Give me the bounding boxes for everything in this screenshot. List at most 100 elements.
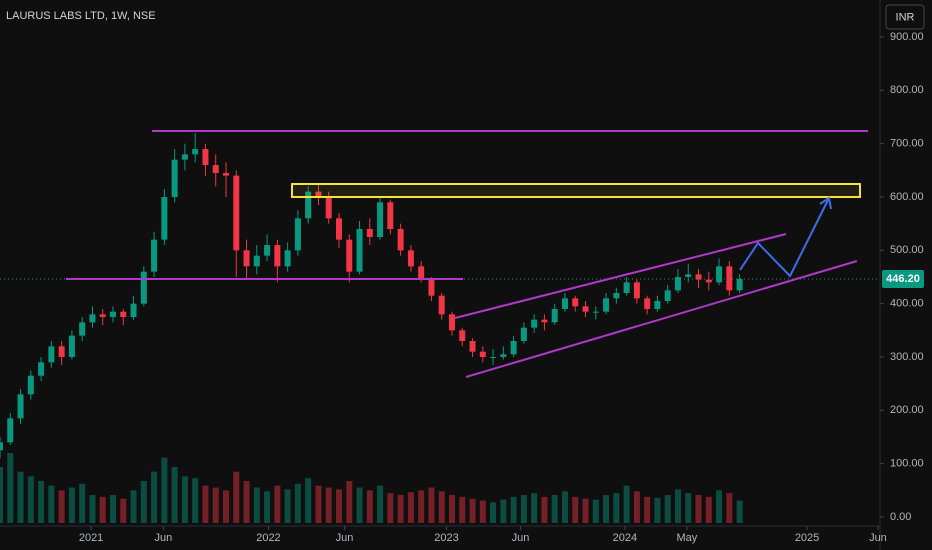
volume-bar xyxy=(633,491,640,523)
volume-bar xyxy=(89,495,96,523)
currency-button-frame[interactable] xyxy=(885,4,925,30)
candle-body xyxy=(387,202,394,229)
volume-bar xyxy=(58,490,65,523)
candle-body xyxy=(520,327,527,341)
candle-body xyxy=(294,218,301,251)
y-tick-label: 200.00 xyxy=(890,404,924,416)
candle-body xyxy=(407,250,414,267)
volume-bar xyxy=(284,489,291,523)
candle-body xyxy=(531,319,538,328)
candle-body xyxy=(726,266,733,291)
currency-label[interactable]: INR xyxy=(896,11,915,23)
candle-body xyxy=(284,250,291,267)
candle-body xyxy=(274,245,281,267)
volume-bar xyxy=(623,485,630,523)
volume-bar xyxy=(695,495,702,523)
candle-body xyxy=(264,245,271,256)
x-tick-label: May xyxy=(676,532,697,544)
volume-bar xyxy=(38,481,45,523)
candle-body xyxy=(695,274,702,280)
volume-bar xyxy=(685,493,692,523)
currency-button[interactable]: INR xyxy=(885,4,925,30)
volume-bar xyxy=(592,499,599,523)
chart-title: LAURUS LABS LTD, 1W, NSE xyxy=(6,10,156,22)
volume-bar xyxy=(366,490,373,523)
candle-body xyxy=(541,319,548,323)
channel-upper xyxy=(454,233,787,319)
volume-bar xyxy=(212,487,219,523)
candle-body xyxy=(192,149,199,155)
candle-body xyxy=(736,279,743,291)
volume-bar xyxy=(335,489,342,523)
volume-bar xyxy=(17,471,24,523)
volume-bar xyxy=(736,500,743,523)
volume-bar xyxy=(448,495,455,523)
candle-body xyxy=(644,298,651,309)
candle-body xyxy=(48,346,55,363)
candle-body xyxy=(202,149,209,165)
volume-bar xyxy=(27,476,34,523)
candle-body xyxy=(561,298,568,309)
volume-bar xyxy=(99,496,106,523)
candle-body xyxy=(582,306,589,312)
volume-bar xyxy=(664,495,671,523)
volume-bar xyxy=(243,481,250,523)
volume-bar xyxy=(561,491,568,523)
volume-bar xyxy=(109,495,116,523)
volume-bar xyxy=(305,478,312,523)
y-tick-label: 300.00 xyxy=(890,351,924,363)
volume-bar xyxy=(500,499,507,523)
candle-body xyxy=(603,298,610,312)
volume-bar xyxy=(222,490,229,523)
volume-bar xyxy=(274,485,281,523)
candle-body xyxy=(592,311,599,313)
volume-bar xyxy=(48,485,55,523)
candle-body xyxy=(171,159,178,197)
y-tick-label: 900.00 xyxy=(890,31,924,43)
last-price-box xyxy=(882,270,924,289)
volume-bar xyxy=(654,497,661,523)
candle-body xyxy=(140,271,147,304)
volume-bar xyxy=(551,495,558,523)
volume-bar xyxy=(346,481,353,523)
volume-bar xyxy=(7,453,14,523)
axes: 0.00 100.00 200.00 300.00 400.00 500.00 600.00… xyxy=(79,31,924,544)
x-tick-label: 2021 xyxy=(79,532,103,544)
candle-body xyxy=(346,239,353,272)
volume-bar xyxy=(603,495,610,523)
volume-bar xyxy=(418,490,425,523)
candle-body xyxy=(335,218,342,240)
volume-bar xyxy=(438,491,445,523)
volume-bar xyxy=(428,487,435,523)
volume-bar xyxy=(151,471,158,523)
projection-path xyxy=(739,199,829,278)
volume-bar xyxy=(130,490,137,523)
candle-body xyxy=(397,229,404,251)
candle-body xyxy=(418,266,425,280)
candle-body xyxy=(674,277,681,291)
volume-bar xyxy=(79,483,86,523)
candle-body xyxy=(305,191,312,219)
volume-bar xyxy=(520,495,527,523)
candle-body xyxy=(469,341,476,352)
volume-bar xyxy=(0,467,3,523)
volume-bar xyxy=(490,502,497,523)
candle-body xyxy=(120,311,127,317)
candle-body xyxy=(459,330,466,341)
candle-body xyxy=(181,154,188,160)
candle-body xyxy=(0,442,3,451)
candle-body xyxy=(27,375,34,395)
candle-body xyxy=(500,354,507,357)
y-tick-label: 600.00 xyxy=(890,191,924,203)
y-tick-label: 400.00 xyxy=(890,298,924,310)
x-tick-label: Jun xyxy=(336,532,354,544)
volume-bar xyxy=(140,481,147,523)
volume-bar xyxy=(171,467,178,523)
candle-body xyxy=(572,298,579,307)
volume-bar xyxy=(479,500,486,523)
supply-zone xyxy=(291,183,861,198)
candle-body xyxy=(705,279,712,283)
candle-body xyxy=(58,346,65,357)
